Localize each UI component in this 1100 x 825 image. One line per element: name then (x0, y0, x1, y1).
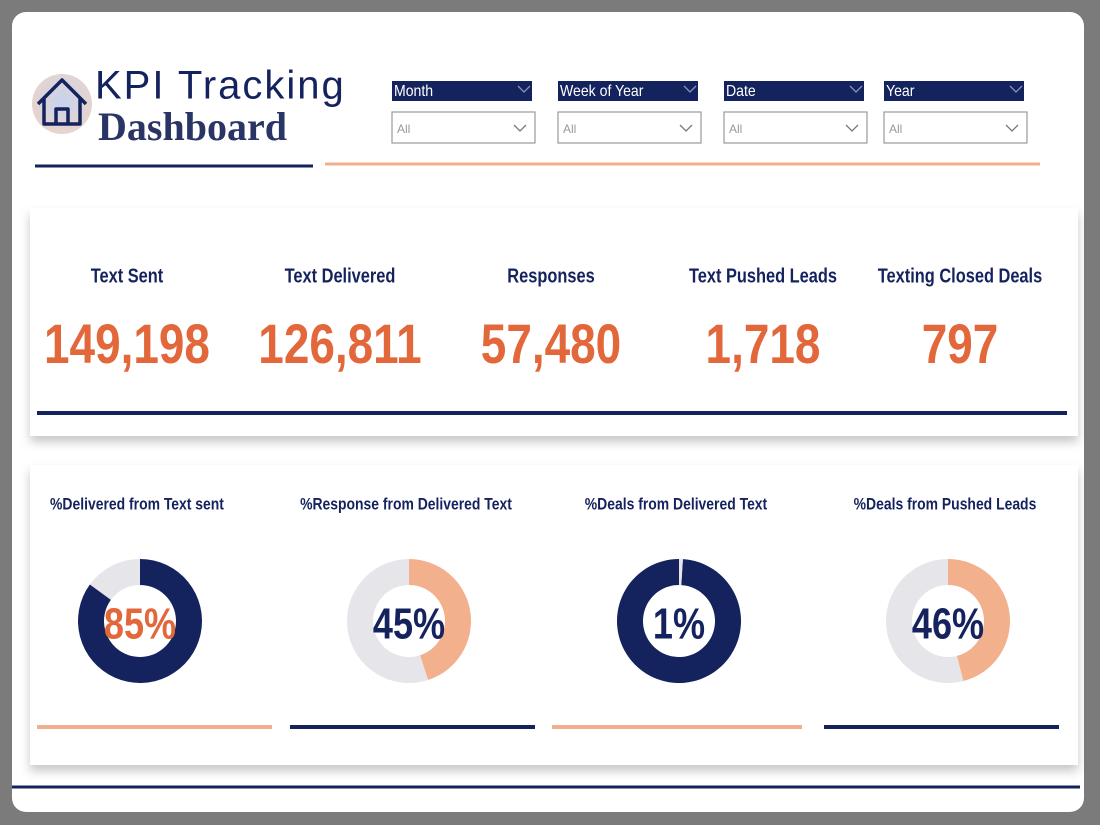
donut-label: 46% (912, 599, 984, 648)
donut-segment (679, 559, 683, 586)
filter-dropdown[interactable] (391, 111, 536, 144)
kpi-value: 57,480 (481, 312, 621, 374)
chevron (517, 85, 531, 93)
filter-dropdown[interactable] (883, 111, 1028, 144)
chevron (683, 85, 697, 93)
kpi-value: 126,811 (258, 312, 421, 374)
filter-value: All (397, 122, 410, 136)
kpi-value: 797 (922, 312, 999, 374)
donut-title: %Response from Delivered Text (300, 495, 512, 514)
kpi-value: 149,198 (44, 312, 210, 374)
filter-header (724, 81, 864, 101)
donut-title: %Deals from Pushed Leads (854, 495, 1037, 514)
kpi-label: Responses (507, 264, 594, 287)
donut-segment (78, 559, 203, 683)
filter-header (884, 81, 1024, 101)
donut-title: %Deals from Delivered Text (585, 495, 767, 514)
kpi-value: 1,718 (706, 312, 821, 374)
filter-value: All (563, 122, 576, 136)
donut-segment (948, 558, 1011, 682)
chevron (679, 124, 693, 132)
filter-dropdown[interactable] (723, 111, 868, 144)
kpi-label: Text Pushed Leads (689, 264, 837, 287)
filter-label: Date (726, 82, 756, 100)
chevron (513, 124, 527, 132)
chevron (1005, 124, 1019, 132)
subtitle: Dashboard (98, 104, 287, 149)
filter-dropdown[interactable] (557, 111, 702, 144)
donut-segment (409, 559, 471, 680)
chevron (845, 124, 859, 132)
kpi-label: Text Delivered (285, 264, 396, 287)
chevron (849, 85, 863, 93)
filter-header (392, 81, 532, 101)
donut-label: 1% (653, 599, 705, 648)
chevron (1009, 85, 1023, 93)
filter-label: Week of Year (560, 82, 643, 100)
logo (32, 74, 92, 134)
donut-label: 85% (104, 599, 176, 648)
donut-label: 45% (373, 599, 445, 648)
kpi-label: Texting Closed Deals (878, 264, 1042, 287)
filter-label: Month (394, 82, 433, 100)
kpi-panel (30, 208, 1078, 436)
filter-value: All (889, 122, 902, 136)
donut-track (89, 559, 140, 600)
donut-track (617, 559, 742, 683)
title: KPI Tracking (95, 64, 346, 108)
filter-header (558, 81, 698, 101)
kpi-label: Text Sent (91, 264, 164, 287)
donut-track (347, 559, 429, 683)
donut-title: %Delivered from Text sent (50, 495, 224, 514)
donut-track (886, 559, 964, 683)
filter-value: All (729, 122, 742, 136)
filter-label: Year (886, 82, 914, 100)
